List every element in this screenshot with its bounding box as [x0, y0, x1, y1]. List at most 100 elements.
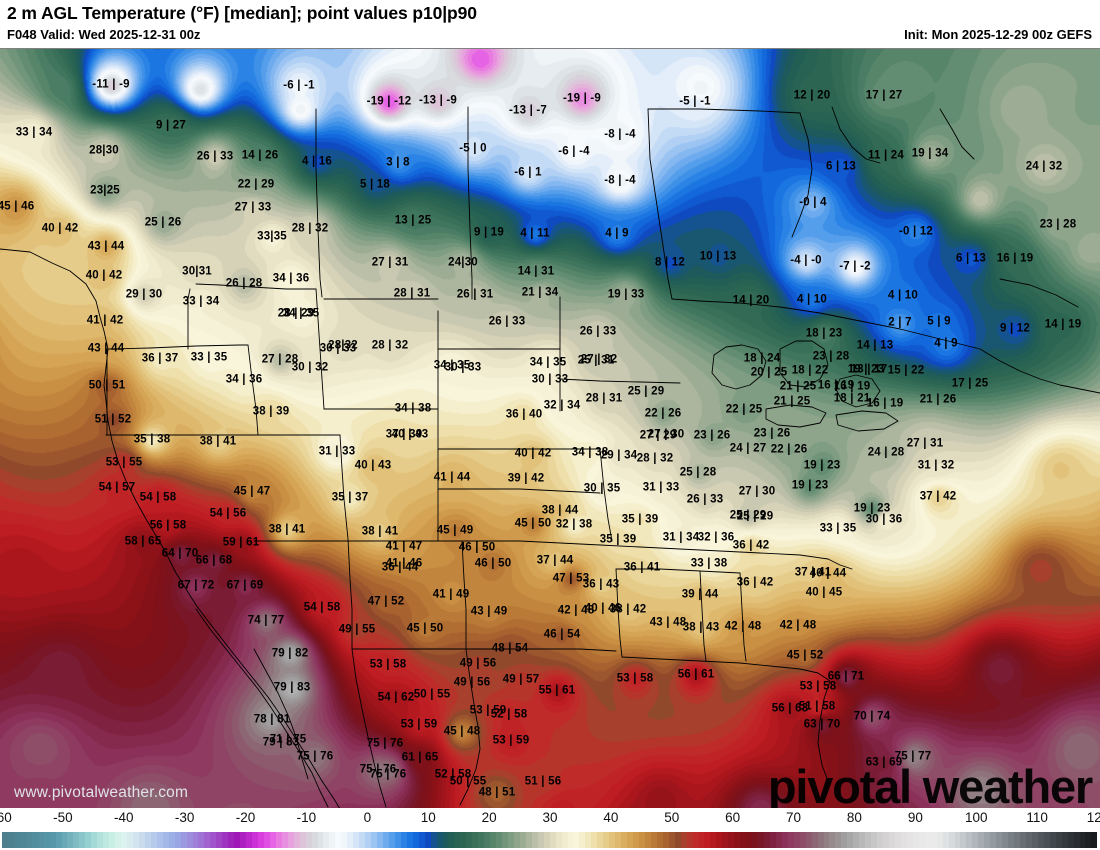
map-point-value: 63 | 69: [865, 756, 903, 769]
colorbar-tick: 30: [542, 810, 558, 825]
colorbar-swatch: [549, 832, 556, 848]
map-point-value: 35 | 39: [621, 513, 659, 526]
colorbar-swatch: [638, 832, 645, 848]
map-point-value: 43 | 44: [87, 240, 125, 253]
map-point-value: 3 | 8: [386, 156, 410, 169]
map-point-value: 19 | 23: [853, 502, 891, 515]
map-point-value: 40 | 46: [584, 602, 622, 615]
map-point-value: 36 | 41: [623, 561, 661, 574]
colorbar-swatch: [537, 832, 544, 848]
map-point-value: 43 | 48: [649, 616, 687, 629]
map-point-value: 52 | 58: [490, 708, 528, 721]
map-point-value: 48 | 54: [491, 642, 529, 655]
map-viewport[interactable]: 33 | 34 28|30 23|25 -11 | -9 9 | 27 26 | 33 14…: [0, 48, 1100, 808]
map-point-value: 48 | 51: [478, 786, 516, 799]
map-point-value: 33 | 38: [690, 557, 728, 570]
map-point-value: 6 | 13: [826, 160, 856, 173]
page-title: 2 m AGL Temperature (°F) [median]; point…: [7, 3, 477, 23]
map-point-value: 40 | 45: [805, 586, 843, 599]
colorbar-swatch: [442, 832, 449, 848]
colorbar-swatch: [1043, 832, 1050, 848]
map-point-value: 67 | 69: [226, 579, 264, 592]
map-point-value: 34 | 35: [529, 356, 567, 369]
map-point-value: 36 | 43: [582, 578, 620, 591]
map-point-value: 30 | 33: [319, 342, 357, 355]
map-point-value: 25 | 31: [577, 354, 615, 367]
colorbar-swatch: [734, 832, 741, 848]
map-point-value: 42 | 48: [557, 604, 595, 617]
colorbar-swatch: [865, 832, 872, 848]
colorbar-swatch: [508, 832, 514, 848]
map-point-value: 26 | 31: [456, 288, 494, 301]
colorbar-swatch: [85, 832, 92, 848]
map-point-value: 16 | 19: [817, 379, 855, 392]
map-point-value: -13 | -7: [508, 104, 548, 117]
map-point-value: 18 | 24: [743, 352, 781, 365]
map-point-value: 53 | 58: [369, 658, 407, 671]
colorbar-swatch: [252, 832, 258, 848]
map-point-value: 13 | 17: [850, 363, 888, 376]
colorbar-swatch: [984, 832, 991, 848]
colorbar-swatch: [192, 832, 199, 848]
map-point-value: 30|31: [182, 265, 212, 278]
colorbar-swatch: [567, 832, 574, 848]
map-point-value: 52 | 58: [434, 768, 472, 781]
map-point-value: 79 | 83: [262, 736, 300, 749]
colorbar-swatch: [847, 832, 854, 848]
map-point-value: 14 | 20: [732, 294, 770, 307]
map-point-value: 36 | 40: [505, 408, 543, 421]
map-point-value: 38 | 41: [199, 435, 237, 448]
map-point-value: 28|30: [89, 144, 119, 157]
colorbar-swatch: [204, 832, 211, 848]
map-point-value: 27 | 32: [580, 353, 618, 366]
map-point-value: 40 | 42: [514, 447, 552, 460]
colorbar-swatch: [484, 832, 491, 848]
colorbar-tick: 20: [481, 810, 497, 825]
map-point-value: 50 | 51: [88, 379, 126, 392]
colorbar-swatch: [644, 832, 651, 848]
colorbar-swatch: [972, 832, 979, 848]
map-point-value: 26 | 33: [196, 150, 234, 163]
map-point-value: 26 | 33: [488, 315, 526, 328]
colorbar-swatch: [121, 832, 128, 848]
map-point-value: 45 | 49: [436, 524, 474, 537]
colorbar-swatch: [25, 832, 32, 848]
map-point-value: 40 | 43: [391, 428, 429, 441]
map-point-value: 56 | 61: [677, 668, 715, 681]
colorbar-swatch: [698, 832, 705, 848]
map-point-value: 75 | 77: [894, 750, 932, 763]
map-point-value: 35 | 39: [599, 533, 637, 546]
colorbar-swatch: [1085, 832, 1092, 848]
map-point-value: 36 | 37: [141, 352, 179, 365]
map-point-value: 37 | 42: [919, 490, 957, 503]
colorbar-swatch: [1008, 832, 1015, 848]
map-point-value: 34 | 35: [282, 307, 320, 320]
colorbar-swatch: [1049, 832, 1056, 848]
colorbar-swatch: [1037, 832, 1044, 848]
colorbar-swatch: [79, 832, 86, 848]
map-point-value: 4 | 10: [797, 293, 827, 306]
colorbar-swatch: [764, 832, 770, 848]
colorbar-swatch: [109, 832, 116, 848]
colorbar-swatch: [889, 832, 895, 848]
map-point-value: 38 | 41: [268, 523, 306, 536]
colorbar-swatch: [329, 832, 336, 848]
map-point-value: 30 | 35: [583, 482, 621, 495]
map-point-value: 46 | 50: [474, 557, 512, 570]
map-point-value: 22 | 29: [237, 178, 275, 191]
colorbar-swatch: [716, 832, 723, 848]
colorbar-swatch: [335, 832, 342, 848]
map-point-value: 23 | 26: [753, 427, 791, 440]
colorbar-swatch: [156, 832, 163, 848]
map-point-value: 50 | 55: [413, 688, 451, 701]
map-point-value: 54 | 58: [303, 601, 341, 614]
colorbar-swatch: [490, 832, 497, 848]
map-point-value: -19 | -9: [562, 92, 602, 105]
colorbar-swatch: [579, 832, 586, 848]
colorbar-swatch: [198, 832, 205, 848]
colorbar-swatch: [960, 832, 967, 848]
colorbar-swatch: [132, 832, 139, 848]
map-point-value: 51 | 52: [94, 413, 132, 426]
map-point-value: 56 | 58: [149, 519, 187, 532]
map-point-value: 40 | 42: [85, 269, 123, 282]
